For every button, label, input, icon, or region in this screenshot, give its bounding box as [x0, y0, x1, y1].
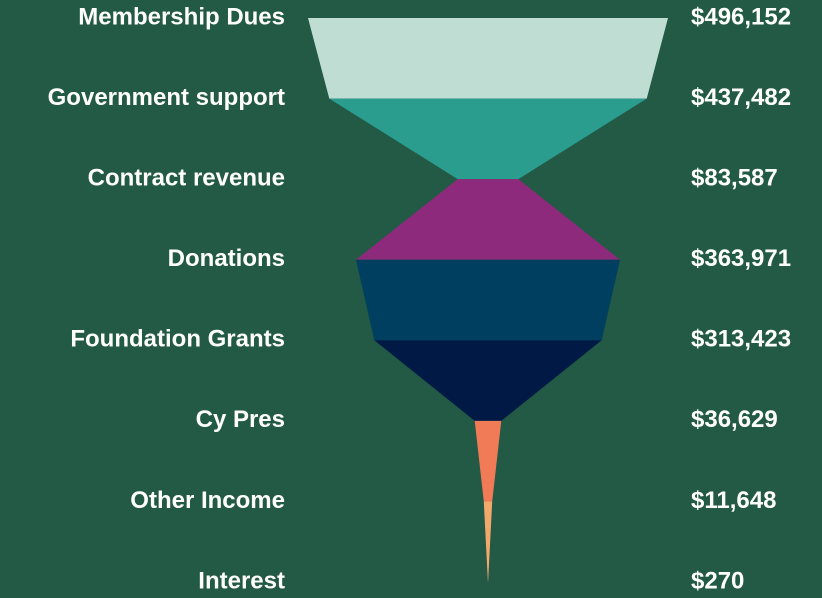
funnel-segment: [355, 259, 621, 341]
funnel-segment: [374, 340, 602, 421]
value-label: $363,971: [691, 245, 791, 272]
value-label: $36,629: [691, 406, 778, 433]
category-label: Donations: [168, 245, 285, 272]
category-label: Foundation Grants: [70, 326, 285, 353]
funnel-segment: [355, 179, 621, 260]
value-label: $437,482: [691, 84, 791, 111]
category-label: Membership Dues: [78, 3, 285, 30]
category-label: Contract revenue: [88, 164, 285, 191]
category-label: Interest: [198, 567, 285, 594]
funnel-segment: [308, 18, 668, 99]
funnel-segment: [474, 420, 502, 502]
funnel-segment: [483, 501, 493, 582]
value-label: $83,587: [691, 164, 778, 191]
value-label: $270: [691, 567, 744, 594]
funnel-segment: [329, 98, 647, 180]
value-label: $11,648: [691, 487, 776, 514]
value-label: $496,152: [691, 3, 791, 30]
category-label: Government support: [48, 84, 285, 111]
category-label: Cy Pres: [196, 406, 285, 433]
value-label: $313,423: [691, 326, 791, 353]
category-label: Other Income: [130, 487, 285, 514]
